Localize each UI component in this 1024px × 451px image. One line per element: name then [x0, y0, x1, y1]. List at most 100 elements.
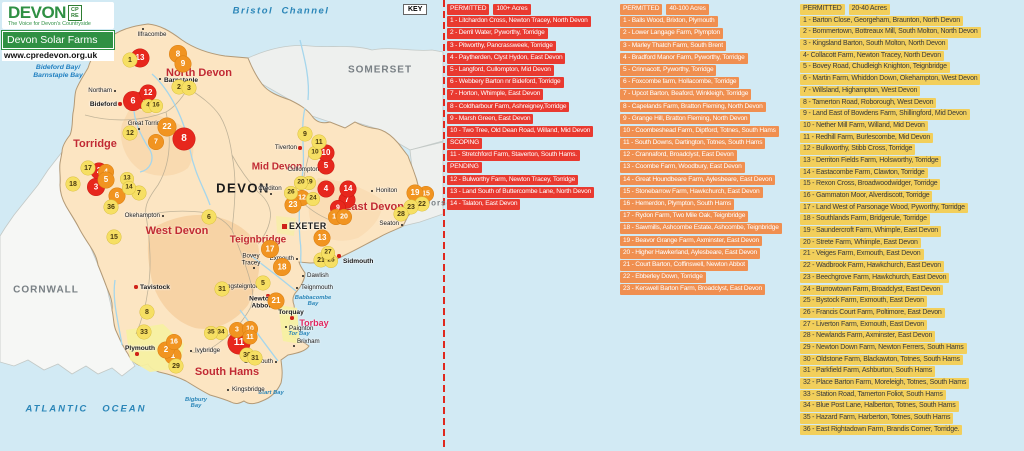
legend-item: 9 - Marsh Green, East Devon — [447, 113, 534, 125]
legend-item: 26 - Francis Court Farm, Poltimore, East… — [800, 307, 945, 319]
site-marker-yellow-3: 3 — [182, 81, 196, 95]
town-dot — [370, 189, 374, 193]
legend-item: 6 - Foxcombe farm, Hollacombe, Torridge — [620, 77, 740, 88]
site-marker-yellow-10: 10 — [308, 146, 322, 160]
town-label: Teignmouth — [301, 283, 333, 291]
legend-item: 13 - Coombe Farm, Woodbury, East Devon — [620, 162, 745, 174]
legend-item: 5 - Langford, Cullompton, Mid Devon — [447, 64, 554, 76]
site-marker-yellow-11: 11 — [312, 135, 326, 149]
town-dot — [295, 286, 299, 290]
site-marker-yellow-12: 12 — [123, 126, 137, 140]
legend-size-label: 20-40 Acres — [848, 4, 890, 15]
legend-item: 6 - Webbery Barton nr Bideford, Torridge — [447, 77, 564, 88]
legend-item: 1 - Litchardon Cross, Newton Tracey, Nor… — [447, 16, 591, 27]
cpre-devon-logo: DEVON CP RE The Voice for Devon's Countr… — [2, 2, 114, 29]
town-dot — [284, 325, 288, 329]
town-dot — [137, 127, 141, 131]
cpre-line2: RE — [70, 13, 79, 19]
site-marker-orange-5: 5 — [98, 172, 114, 188]
site-marker-orange-18: 18 — [273, 258, 291, 276]
legend-item: 8 - Coldharbour Farm, Ashreigney,Torridg… — [447, 101, 570, 113]
site-marker-yellow-14: 14 — [122, 181, 136, 195]
site-marker-yellow-35: 35 — [204, 326, 218, 340]
town-label: Exmouth — [270, 255, 294, 263]
title-banner: Devon Solar Farms — [1, 30, 115, 50]
town-dot — [290, 316, 294, 320]
legend-item: 22 - Wadbrook Farm, Hawkchurch, East Dev… — [800, 261, 945, 272]
legend-item: 10 - Two Tree, Old Dean Road, Willand, M… — [447, 125, 594, 137]
site-marker-orange-7: 7 — [148, 134, 164, 150]
legend-item: 12 - Crannaford, Broadclyst, East Devon — [620, 150, 737, 162]
legend-header: PERMITTED — [620, 4, 663, 15]
legend-item: 7 - Upcot Barton, Beaford, Winkleigh, To… — [620, 89, 752, 101]
legend-item: 4 - Paytherden, Clyst Hydon, East Devon — [447, 52, 566, 64]
site-marker-yellow-24: 24 — [306, 192, 320, 206]
town-dot — [161, 214, 165, 218]
town-label: Northam — [88, 86, 112, 94]
town-dot — [158, 77, 162, 81]
town-dot — [118, 102, 122, 106]
site-marker-orange-16: 16 — [166, 334, 182, 350]
site-marker-orange-23: 23 — [285, 197, 301, 213]
site-marker-yellow-27: 27 — [321, 246, 335, 260]
site-marker-yellow-33: 33 — [137, 325, 151, 339]
town-dot — [134, 285, 138, 289]
legend-item: 14 - Talaton, East Devon — [447, 199, 521, 210]
town-dot — [400, 223, 404, 227]
branding-block: DEVON CP RE The Voice for Devon's Countr… — [1, 2, 115, 80]
legend-item: 15 - Rexon Cross, Broadwoodwidger, Torri… — [800, 179, 941, 190]
town-dot — [301, 274, 305, 278]
site-marker-red-8: 8 — [173, 128, 195, 150]
legend-item: 9 - Grange Hill, Bratton Fleming, North … — [620, 113, 751, 125]
site-marker-red-12: 12 — [140, 85, 156, 101]
legend-item: 35 - Hazard Farm, Harberton, Totnes, Sou… — [800, 413, 954, 424]
legend-item: 5 - Bovey Road, Chudleigh Knighton, Teig… — [800, 62, 950, 74]
legend-size-label: 100+ Acres — [493, 4, 531, 15]
bideford-barnstaple-bay-label: Bideford Bay/ Barnstaple Bay — [2, 64, 114, 80]
legend-item: 3 - Kingsland Barton, South Molton, Nort… — [800, 39, 949, 50]
legend-item: 32 - Place Barton Farm, Moreleigh, Totne… — [800, 378, 970, 389]
town-dot — [135, 352, 139, 356]
town-label: Paignton — [289, 324, 314, 332]
town-label: Sidmouth — [343, 257, 374, 265]
site-marker-yellow-5: 5 — [256, 276, 270, 290]
legend-item: 17 - Rydon Farm, Two Mile Oak, Teignbrid… — [620, 211, 749, 222]
town-label: Dawlish — [307, 271, 329, 279]
site-marker-orange-22: 22 — [158, 118, 176, 136]
legend-item: 12 - Bulkworthy, Stibb Cross, Torridge — [800, 144, 916, 155]
town-dot — [113, 89, 117, 93]
site-marker-yellow-17: 17 — [81, 161, 95, 175]
legend-item: 14 - Great Houndbeare Farm, Aylesbeare, … — [620, 174, 775, 186]
town-label: Crediton — [258, 184, 282, 192]
legend-item: 17 - Land West of Parsonage Wood, Pywort… — [800, 202, 968, 214]
site-marker-yellow-20: 20 — [294, 176, 308, 190]
legend-item: 28 - Newlands Farm, Axminster, East Devo… — [800, 331, 936, 342]
legend-item: 3 - Pitworthy, Pancrassweek, Torridge — [447, 40, 556, 52]
town-dot — [141, 27, 145, 31]
site-marker-yellow-31: 31 — [215, 282, 229, 296]
town-label: Cullompton — [287, 165, 319, 173]
legend-item: 7 - Horton, Whimple, East Devon — [447, 89, 544, 101]
site-marker-yellow-34: 34 — [214, 326, 228, 340]
legend-item: 12 - Bulworthy Farm, Newton Tracey, Torr… — [447, 174, 579, 186]
website-url: www.cpredevon.org.uk — [2, 49, 114, 61]
legend-item: 13 - Derriton Fields Farm, Holsworthy, T… — [800, 155, 942, 167]
legend-item: 18 - Sawmills, Ashcombe Estate, Ashcombe… — [620, 223, 782, 235]
town-dot — [226, 388, 230, 392]
town-label: Kingsteignton — [221, 282, 260, 290]
legend-item: 22 - Ebberley Down, Torridge — [620, 272, 706, 283]
legend-item: 29 - Newton Down Farm, Newton Ferrers, S… — [800, 342, 967, 354]
key-label: KEY — [403, 4, 428, 15]
site-marker-yellow-36: 36 — [104, 200, 118, 214]
legend-item: 11 - South Downs, Dartington, Totnes, So… — [620, 138, 766, 149]
legend-item: 10 - Nether Mill Farm, Willand, Mid Devo… — [800, 120, 928, 132]
legend-item: 2 - Lower Langage Farm, Plympton — [620, 28, 723, 40]
legend-size-label: 40-100 Acres — [666, 4, 709, 15]
site-marker-yellow-6: 6 — [202, 210, 216, 224]
legend-item: 20 - Strete Farm, Whimple, East Devon — [800, 237, 921, 249]
legend-header: PERMITTED — [447, 4, 490, 15]
site-marker-yellow-1: 1 — [123, 53, 137, 67]
site-marker-yellow-31: 31 — [248, 351, 262, 365]
legend-item: 23 - Beechgrove Farm, Hawkchurch, East D… — [800, 272, 950, 284]
town-label: Okehampton — [124, 211, 160, 219]
